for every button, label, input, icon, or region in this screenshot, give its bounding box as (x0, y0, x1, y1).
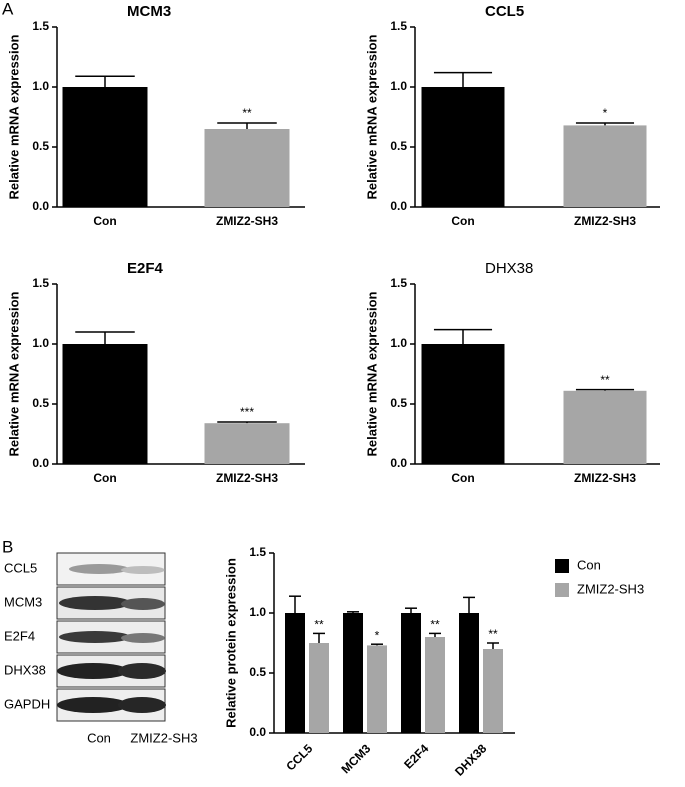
legend-swatch (555, 583, 569, 597)
bar (285, 613, 305, 733)
significance: ** (430, 618, 440, 632)
y-tick-label: 1.5 (32, 19, 49, 33)
blot-row-label: GAPDH (4, 696, 50, 711)
x-tick-label: DHX38 (452, 741, 489, 778)
chart-title: E2F4 (127, 260, 164, 277)
significance: ** (242, 106, 252, 120)
y-axis-label: Relative mRNA expression (364, 291, 379, 456)
bar (425, 637, 445, 733)
bar (367, 645, 387, 733)
x-tick-label: ZMIZ2-SH3 (216, 214, 278, 228)
bar (483, 649, 503, 733)
bar (421, 344, 505, 464)
blot-lane-label: Con (87, 730, 111, 745)
x-tick-label: ZMIZ2-SH3 (574, 214, 636, 228)
significance: ** (488, 627, 498, 641)
legend-label: ZMIZ2-SH3 (577, 581, 644, 596)
x-tick-label: ZMIZ2-SH3 (574, 471, 636, 485)
bar (309, 643, 329, 733)
bar (204, 129, 290, 207)
bar (62, 344, 148, 464)
x-tick-label: CCL5 (283, 741, 315, 773)
significance: *** (240, 405, 254, 419)
x-tick-label: Con (451, 471, 474, 485)
bar (62, 87, 148, 207)
chart-title: MCM3 (127, 3, 171, 20)
western-blot (56, 552, 166, 722)
panel-label: A (2, 0, 14, 18)
blot-row-label: CCL5 (4, 560, 37, 575)
y-tick-label: 0.5 (32, 396, 49, 410)
y-tick-label: 1.0 (32, 336, 49, 350)
y-tick-label: 1.0 (390, 79, 407, 93)
bar (204, 423, 290, 464)
blot-row-label: MCM3 (4, 594, 42, 609)
bar (563, 390, 647, 464)
y-tick-label: 0.0 (32, 456, 49, 470)
y-axis-label: Relative protein expression (223, 558, 238, 728)
y-tick-label: 0.5 (390, 139, 407, 153)
x-tick-label: ZMIZ2-SH3 (216, 471, 278, 485)
significance: * (375, 628, 380, 642)
y-axis-label: Relative mRNA expression (6, 34, 21, 199)
significance: * (603, 106, 608, 120)
y-tick-label: 1.5 (390, 276, 407, 290)
y-tick-label: 0.5 (390, 396, 407, 410)
y-tick-label: 0.0 (390, 199, 407, 213)
y-tick-label: 1.5 (32, 276, 49, 290)
bar (401, 613, 421, 733)
significance: ** (600, 373, 610, 387)
blot-lane-label: ZMIZ2-SH3 (130, 730, 197, 745)
x-tick-label: MCM3 (338, 741, 373, 776)
y-tick-label: 1.0 (249, 605, 266, 619)
blot-row-label: E2F4 (4, 628, 35, 643)
x-tick-label: Con (451, 214, 474, 228)
bar (343, 613, 363, 733)
chart-title: CCL5 (485, 3, 524, 20)
x-tick-label: Con (93, 471, 116, 485)
y-tick-label: 1.0 (32, 79, 49, 93)
y-tick-label: 0.0 (32, 199, 49, 213)
legend-label: Con (577, 557, 601, 572)
y-tick-label: 1.5 (390, 19, 407, 33)
y-tick-label: 0.5 (32, 139, 49, 153)
bar (563, 125, 647, 207)
y-axis-label: Relative mRNA expression (364, 34, 379, 199)
bar (459, 613, 479, 733)
significance: ** (314, 618, 324, 632)
x-tick-label: E2F4 (401, 741, 431, 771)
x-tick-label: Con (93, 214, 116, 228)
legend-swatch (555, 559, 569, 573)
panel-label: B (2, 537, 13, 556)
y-tick-label: 0.0 (249, 725, 266, 739)
chart-title: DHX38 (485, 260, 533, 277)
y-tick-label: 0.0 (390, 456, 407, 470)
y-tick-label: 0.5 (249, 665, 266, 679)
blot-row-label: DHX38 (4, 662, 46, 677)
y-axis-label: Relative mRNA expression (6, 291, 21, 456)
y-tick-label: 1.5 (249, 545, 266, 559)
bar (421, 87, 505, 207)
y-tick-label: 1.0 (390, 336, 407, 350)
